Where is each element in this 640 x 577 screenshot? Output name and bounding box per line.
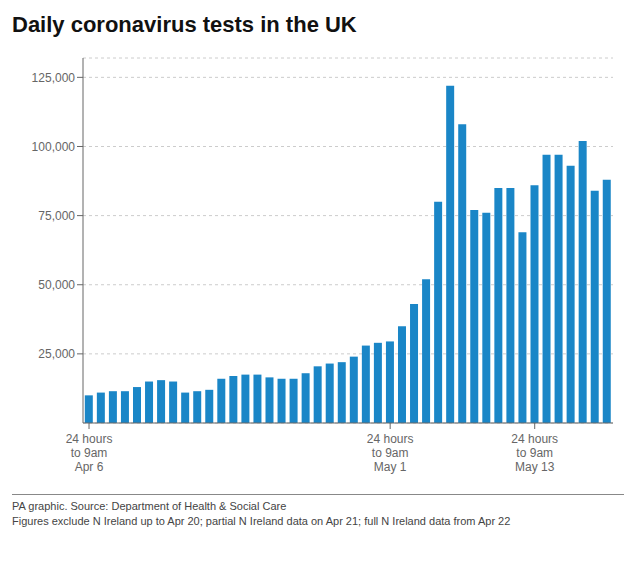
- html-text:Figures exclude N Ireland up t: Figures exclude N Ireland up to Apr 20; …: [12, 515, 511, 527]
- svg-text:24 hoursto 9amMay 13: 24 hoursto 9amMay 13: [511, 432, 558, 474]
- svg-text:25,000: 25,000: [38, 347, 75, 361]
- svg-text:100,000: 100,000: [32, 140, 76, 154]
- html-text:PA graphic. Source: Department: PA graphic. Source: Department of Health…: [12, 500, 287, 512]
- svg-text:24 hoursto 9amApr 6: 24 hoursto 9amApr 6: [66, 432, 113, 474]
- svg-text:125,000: 125,000: [32, 71, 76, 85]
- svg-text:50,000: 50,000: [38, 278, 75, 292]
- html-text:Daily coronavirus tests in the: Daily coronavirus tests in the UK: [12, 12, 357, 37]
- svg-text:24 hoursto 9amMay 1: 24 hoursto 9amMay 1: [367, 432, 414, 474]
- svg-text:75,000: 75,000: [38, 209, 75, 223]
